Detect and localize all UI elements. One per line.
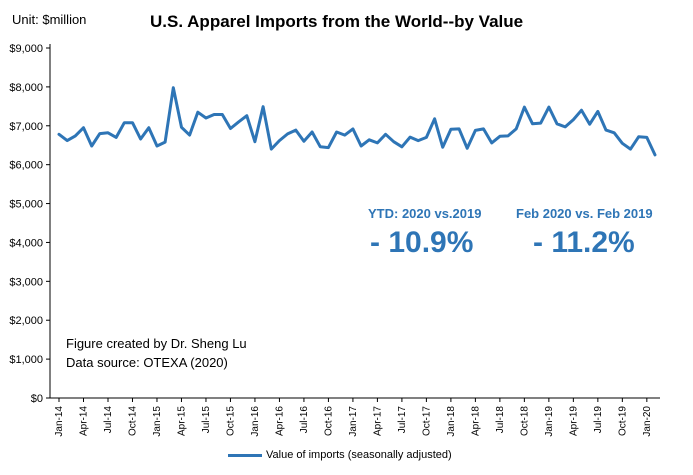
legend-label: Value of imports (seasonally adjusted): [266, 449, 452, 461]
credit-source: Data source: OTEXA (2020): [66, 355, 228, 370]
y-tick-label: $9,000: [9, 43, 43, 55]
y-tick-label: $6,000: [9, 160, 43, 172]
x-tick-label: Jul-14: [103, 406, 114, 434]
legend: Value of imports (seasonally adjusted): [228, 449, 452, 461]
x-tick-label: Oct-14: [127, 406, 138, 436]
feb-callout-value: - 11.2%: [533, 226, 635, 259]
x-tick-label: Oct-19: [617, 406, 628, 436]
x-tick-label: Apr-14: [78, 406, 89, 436]
chart-title: U.S. Apparel Imports from the World--by …: [150, 12, 524, 31]
x-tick-label: Oct-15: [225, 406, 236, 436]
legend-swatch: [228, 453, 262, 457]
credit-author: Figure created by Dr. Sheng Lu: [66, 336, 247, 351]
y-tick-label: $7,000: [9, 121, 43, 133]
y-tick-label: $4,000: [9, 237, 43, 249]
y-tick-label: $0: [31, 393, 43, 405]
x-tick-label: Jan-15: [152, 406, 163, 437]
x-tick-label: Apr-18: [470, 406, 481, 436]
x-tick-label: Jul-19: [593, 406, 604, 434]
x-tick-label: Apr-15: [176, 406, 187, 436]
y-tick-label: $8,000: [9, 82, 43, 94]
x-tick-label: Jan-19: [544, 406, 555, 437]
x-tick-label: Jan-14: [54, 406, 65, 437]
x-tick-label: Jan-17: [348, 406, 359, 437]
ytd-callout-value: - 10.9%: [370, 226, 474, 259]
unit-label: Unit: $million: [12, 12, 87, 27]
x-tick-label: Oct-16: [323, 406, 334, 436]
feb-callout-label: Feb 2020 vs. Feb 2019: [516, 206, 653, 221]
x-tick-label: Jul-16: [299, 406, 310, 434]
y-tick-label: $1,000: [9, 354, 43, 366]
x-tick-label: Jul-15: [201, 406, 212, 434]
x-axis: Jan-14 Apr-14 Jul-14 Oct-14 Jan-15 Apr-15 Jul-…: [50, 397, 660, 437]
x-tick-label: Jan-18: [446, 406, 457, 437]
x-tick-label: Oct-18: [519, 406, 530, 436]
y-tick-label: $2,000: [9, 315, 43, 327]
x-tick-label: Apr-17: [372, 406, 383, 436]
y-tick-label: $3,000: [9, 276, 43, 288]
y-tick-label: $5,000: [9, 199, 43, 211]
x-tick-label: Jan-16: [250, 406, 261, 437]
x-tick-label: Jan-20: [642, 406, 653, 437]
x-tick-label: Jul-18: [495, 406, 506, 434]
x-tick-label: Oct-17: [421, 406, 432, 436]
series-line-imports: [57, 86, 657, 157]
x-tick-label: Apr-19: [568, 406, 579, 436]
series-group: [57, 86, 657, 157]
y-axis: $0 $1,000 $2,000 $3,000 $4,000 $5,000 $6,000 $7…: [9, 43, 51, 405]
x-tick-label: Jul-17: [397, 406, 408, 434]
x-tick-label: Apr-16: [274, 406, 285, 436]
ytd-callout-label: YTD: 2020 vs.2019: [368, 206, 482, 221]
